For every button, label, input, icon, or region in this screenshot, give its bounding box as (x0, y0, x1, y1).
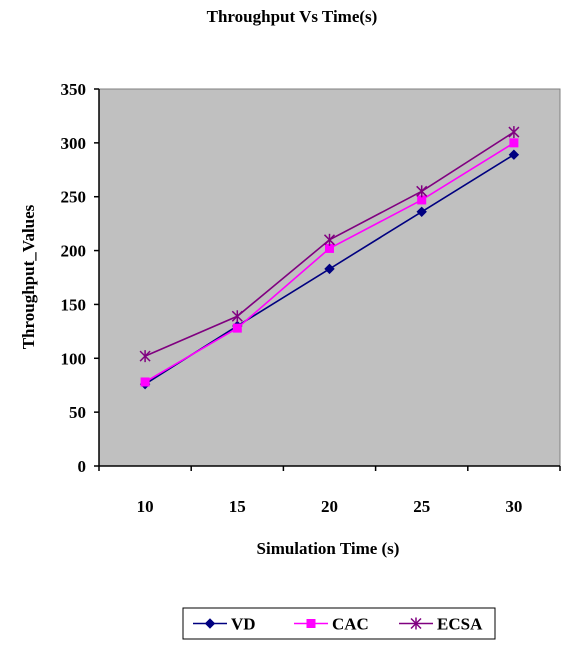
y-tick-label: 200 (61, 242, 87, 261)
legend: VD CAC ECSA (182, 607, 496, 640)
x-tick-label: 20 (321, 497, 338, 516)
legend-marker-vd (204, 618, 216, 629)
x-tick-label: 15 (229, 497, 246, 516)
legend-marker-ecsa (410, 617, 422, 630)
y-tick-label: 50 (69, 403, 86, 422)
data-point-vd (416, 206, 427, 218)
legend-marker-cac (306, 619, 316, 628)
data-point-vd (508, 149, 520, 160)
legend-entry-ecsa: ECSA (399, 615, 483, 634)
y-axis-label: Throughput_Values (19, 204, 38, 349)
legend-box (182, 607, 496, 640)
data-point-ecsa (323, 233, 336, 246)
data-point-cac (140, 377, 150, 387)
data-point-cac (232, 323, 242, 333)
plot-area (98, 88, 561, 467)
chart-title: Throughput Vs Time(s) (207, 7, 378, 26)
y-tick-label: 350 (61, 80, 87, 99)
x-axis-ticks: 10 15 20 25 30 (98, 466, 561, 516)
y-axis-ticks: 0 50 100 150 200 250 300 350 (61, 80, 99, 476)
data-point-ecsa (231, 310, 243, 323)
legend-label-vd: VD (231, 615, 256, 634)
data-point-vd (324, 263, 335, 275)
series-layer (139, 126, 520, 390)
legend-label-cac: CAC (332, 615, 369, 634)
x-axis-label: Simulation Time (s) (257, 539, 400, 558)
legend-entry-vd: VD (193, 615, 256, 634)
legend-label-ecsa: ECSA (437, 615, 483, 634)
data-point-cac (509, 138, 519, 148)
y-tick-label: 300 (61, 134, 87, 153)
x-tick-label: 10 (137, 497, 154, 516)
y-tick-label: 150 (61, 295, 87, 314)
y-tick-label: 100 (61, 349, 87, 368)
data-point-ecsa (416, 185, 428, 198)
y-tick-label: 250 (61, 188, 87, 207)
data-point-ecsa (508, 126, 520, 139)
data-point-ecsa (139, 350, 151, 363)
x-tick-label: 30 (505, 497, 522, 516)
x-tick-label: 25 (413, 497, 430, 516)
legend-entry-cac: CAC (294, 615, 369, 634)
y-tick-label: 0 (78, 457, 87, 476)
